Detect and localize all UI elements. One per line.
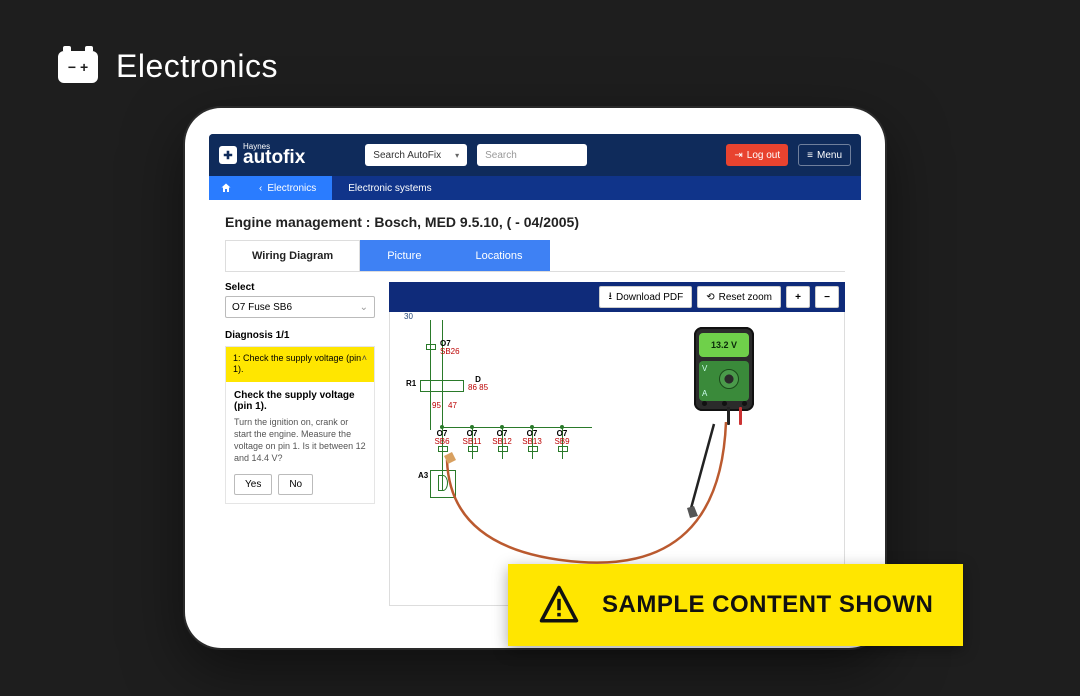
home-icon xyxy=(220,182,232,194)
brand[interactable]: ✚ Haynes autofix xyxy=(219,143,305,167)
accordion-body: Check the supply voltage (pin 1). Turn t… xyxy=(226,382,374,504)
chevron-up-icon: ˄ xyxy=(362,353,367,364)
download-icon: ⭳ xyxy=(608,289,612,306)
diagnosis-counter: Diagnosis 1/1 xyxy=(225,330,375,341)
sample-content-banner: SAMPLE CONTENT SHOWN xyxy=(508,564,963,646)
app-bar: ✚ Haynes autofix Search AutoFix Search ⇥… xyxy=(209,134,861,176)
diagram-toolbar: ⭳ Download PDF ⟲ Reset zoom + − xyxy=(389,282,845,312)
accordion-title: 1: Check the supply voltage (pin 1). xyxy=(233,353,362,376)
brand-icon: ✚ xyxy=(219,146,237,164)
probe-plug-red xyxy=(739,407,742,425)
reset-zoom-button[interactable]: ⟲ Reset zoom xyxy=(697,286,781,308)
tabs: Wiring Diagram Picture Locations xyxy=(225,240,845,271)
app-screen: ✚ Haynes autofix Search AutoFix Search ⇥… xyxy=(209,134,861,622)
component-select[interactable]: O7 Fuse SB6 xyxy=(225,296,375,318)
menu-button[interactable]: ≡ Menu xyxy=(798,144,851,166)
banner-text: SAMPLE CONTENT SHOWN xyxy=(602,591,933,619)
search-placeholder: Search xyxy=(485,150,517,161)
battery-icon: − + xyxy=(58,51,98,83)
zoom-out-button[interactable]: − xyxy=(815,286,839,308)
brand-text: autofix xyxy=(243,147,305,168)
tab-locations[interactable]: Locations xyxy=(448,240,549,271)
answer-yes-button[interactable]: Yes xyxy=(234,474,272,495)
breadcrumb-home[interactable] xyxy=(209,176,243,200)
relay-label: R1 xyxy=(406,380,416,388)
page-category-header: − + Electronics xyxy=(58,48,278,85)
zoom-in-button[interactable]: + xyxy=(786,286,810,308)
chevron-left-icon: ‹ xyxy=(259,183,262,194)
answer-no-button[interactable]: No xyxy=(278,474,313,495)
search-scope-dropdown[interactable]: Search AutoFix xyxy=(365,144,467,166)
diagram-canvas[interactable]: 30 O7SB26 R1 D86 85 95 47 xyxy=(389,312,845,606)
select-label: Select xyxy=(225,282,375,293)
breadcrumb-current: Electronic systems xyxy=(332,183,447,194)
menu-label: Menu xyxy=(817,150,842,161)
wire-ref-30: 30 xyxy=(404,312,413,321)
select-value: O7 Fuse SB6 xyxy=(232,302,292,313)
step-instructions: Turn the ignition on, crank or start the… xyxy=(234,416,366,465)
page-title: Engine management : Bosch, MED 9.5.10, (… xyxy=(225,214,845,230)
page-category-title: Electronics xyxy=(116,48,278,85)
diagnosis-panel: Select O7 Fuse SB6 Diagnosis 1/1 1: Chec… xyxy=(225,282,375,606)
search-scope-label: Search AutoFix xyxy=(373,150,441,161)
logout-icon: ⇥ xyxy=(734,150,742,161)
pin47-label: 47 xyxy=(448,402,457,410)
breadcrumb: ‹ Electronics Electronic systems xyxy=(209,176,861,200)
reset-label: Reset zoom xyxy=(719,292,772,303)
step-title: Check the supply voltage (pin 1). xyxy=(234,390,366,412)
a3-label: A3 xyxy=(418,472,428,480)
multimeter-reading: 13.2 V xyxy=(699,333,749,357)
warning-icon xyxy=(538,584,580,626)
accordion-header[interactable]: 1: Check the supply voltage (pin 1). ˄ xyxy=(226,347,374,382)
probe-plug-black xyxy=(727,407,730,425)
logout-label: Log out xyxy=(747,150,780,161)
multimeter: 13.2 V xyxy=(694,327,754,411)
reset-icon: ⟲ xyxy=(706,292,714,303)
tab-picture[interactable]: Picture xyxy=(360,240,448,271)
search-input[interactable]: Search xyxy=(477,144,587,166)
pin95-label: 95 xyxy=(432,402,441,410)
breadcrumb-back-label: Electronics xyxy=(267,183,316,194)
diagram-panel: ⭳ Download PDF ⟲ Reset zoom + − 30 xyxy=(389,282,845,606)
download-pdf-button[interactable]: ⭳ Download PDF xyxy=(599,286,692,308)
diagnosis-accordion: 1: Check the supply voltage (pin 1). ˄ C… xyxy=(225,346,375,504)
menu-icon: ≡ xyxy=(807,150,813,161)
logout-button[interactable]: ⇥ Log out xyxy=(726,144,788,166)
tab-wiring-diagram[interactable]: Wiring Diagram xyxy=(225,240,360,271)
breadcrumb-back[interactable]: ‹ Electronics xyxy=(243,176,332,200)
content-header: Engine management : Bosch, MED 9.5.10, (… xyxy=(209,200,861,272)
download-label: Download PDF xyxy=(616,292,683,303)
